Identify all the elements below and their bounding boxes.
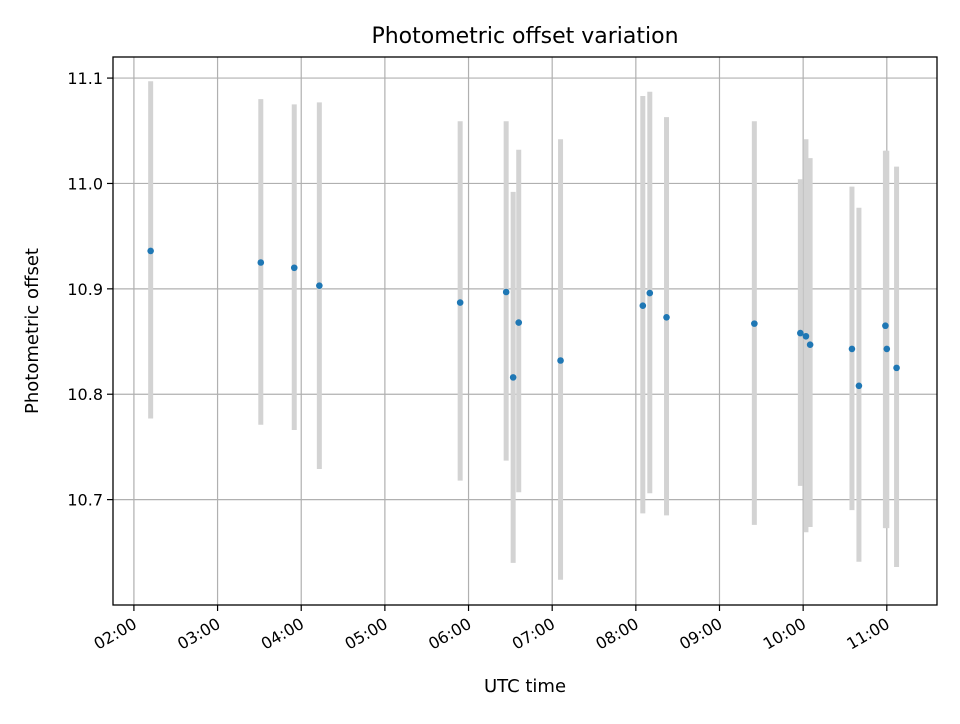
data-point [893,364,900,372]
y-axis-label: Photometric offset [22,248,43,414]
data-point [290,264,298,272]
chart-title: Photometric offset variation [371,24,678,49]
data-point [797,329,804,337]
data-point [456,299,464,306]
data-points [147,247,900,390]
data-point [883,345,891,353]
data-point [806,341,814,349]
y-tick-label: 10.9 [67,280,103,299]
y-tick-label: 11.1 [67,69,103,88]
y-tick-label: 10.8 [67,385,103,404]
data-point [639,302,647,310]
data-point [751,320,758,327]
data-point [802,332,810,340]
y-axis: 10.7 10.8 10.9 11.0 11.1 [67,69,113,510]
data-point [147,247,154,255]
data-point [316,282,323,289]
data-point [646,289,654,297]
data-point [257,259,265,266]
data-point [509,374,517,381]
data-point [855,382,863,390]
data-point [557,357,564,364]
y-tick-label: 11.0 [67,174,103,193]
data-point [882,322,889,330]
plot-frame [112,56,938,606]
data-point [515,319,523,326]
data-point [663,314,670,321]
x-axis-label: UTC time [484,676,566,697]
y-tick-label: 10.7 [67,491,103,510]
data-point [848,345,856,353]
data-point [502,288,510,296]
